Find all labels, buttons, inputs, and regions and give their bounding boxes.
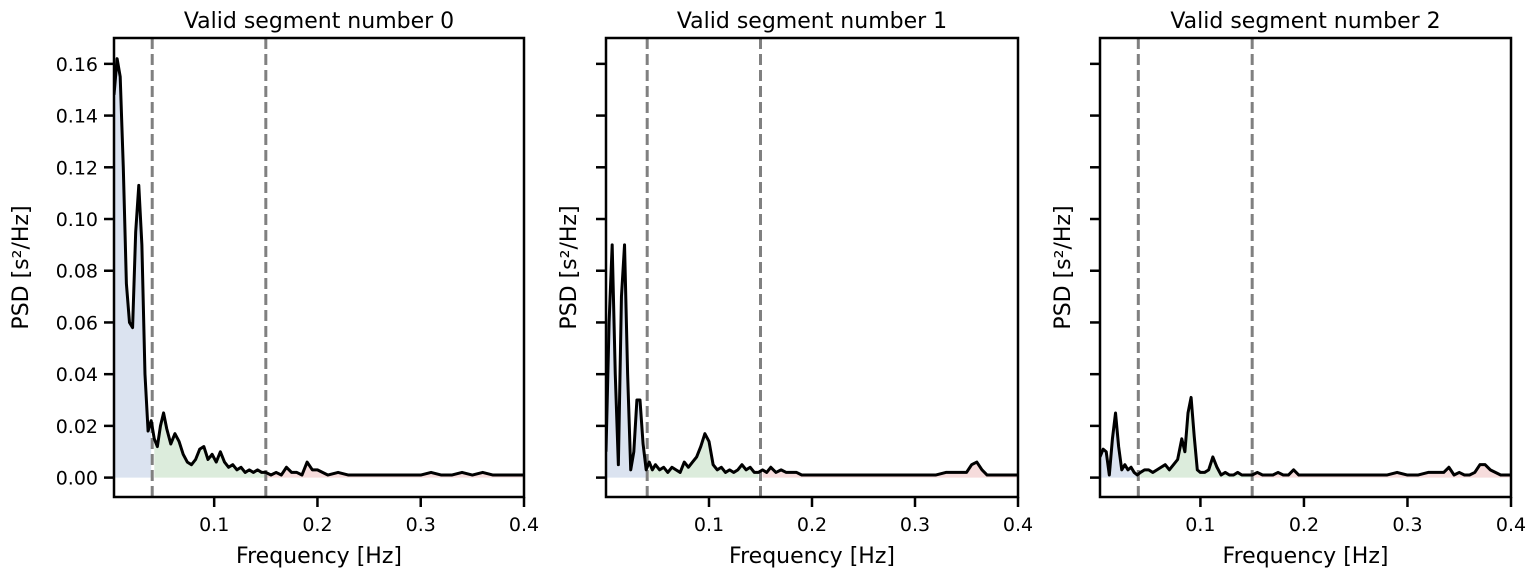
- y-tick-label: 0.14: [56, 106, 98, 128]
- y-axis-label: PSD [s²/Hz]: [557, 205, 582, 329]
- x-tick-label: 0.2: [797, 514, 827, 536]
- band-fill-0: [1100, 412, 1138, 478]
- y-tick-label: 0.02: [56, 416, 98, 438]
- psd-series-line: [114, 57, 524, 477]
- x-tick-label: 0.4: [509, 514, 539, 536]
- x-tick-label: 0.3: [1392, 514, 1422, 536]
- plot-area: [114, 38, 524, 497]
- chart-panel-0: 0.1 0.2 0.3 0.4 0.00 0.02 0.04 0.06 0.08 0.10 0.12…: [9, 9, 539, 569]
- x-tick-label: 0.1: [694, 514, 724, 536]
- y-tick-label: 0.16: [56, 54, 98, 76]
- x-tick-label: 0.2: [302, 514, 332, 536]
- x-tick-label: 0.1: [1185, 514, 1215, 536]
- psd-series-line: [1100, 395, 1511, 477]
- x-tick-label: 0.2: [1289, 514, 1319, 536]
- x-axis-label: Frequency [Hz]: [1223, 544, 1389, 569]
- x-tick-label: 0.1: [199, 514, 229, 536]
- x-tick-label: 0.3: [406, 514, 436, 536]
- axes-frame: [112, 36, 526, 499]
- chart-panel-2: 0.1 0.2 0.3 0.4 Valid segment number 2 Freque…: [1051, 9, 1526, 569]
- band-fill-1: [649, 433, 759, 478]
- x-axis-label: Frequency [Hz]: [729, 544, 895, 569]
- band-fill-0: [114, 58, 152, 478]
- y-tick-label: 0.06: [56, 312, 98, 334]
- plot-area: [1100, 38, 1511, 497]
- axes-frame: [604, 36, 1020, 499]
- axes-frame: [1098, 36, 1513, 499]
- chart-panel-1: 0.1 0.2 0.3 0.4 Valid segment number 1 Freque…: [557, 9, 1033, 569]
- y-tick-label: 0.04: [56, 364, 98, 386]
- psd-series-line: [606, 243, 1018, 477]
- x-axis-label: Frequency [Hz]: [236, 544, 402, 569]
- y-tick-label: 0.10: [56, 209, 98, 231]
- y-axis-label: PSD [s²/Hz]: [9, 205, 34, 329]
- y-axis-label: PSD [s²/Hz]: [1051, 205, 1076, 329]
- x-tick-label: 0.4: [1003, 514, 1033, 536]
- chart-title: Valid segment number 1: [677, 9, 947, 34]
- y-tick-label: 0.12: [56, 157, 98, 179]
- x-tick-label: 0.3: [900, 514, 930, 536]
- band-fill-1: [154, 412, 266, 478]
- chart-title: Valid segment number 0: [184, 9, 454, 34]
- y-tick-label: 0.08: [56, 261, 98, 283]
- band-fill-2: [1252, 464, 1511, 478]
- y-tick-label: 0.00: [56, 468, 98, 490]
- x-tick-label: 0.4: [1496, 514, 1526, 536]
- plot-area: [606, 38, 1018, 497]
- chart-title: Valid segment number 2: [1170, 9, 1440, 34]
